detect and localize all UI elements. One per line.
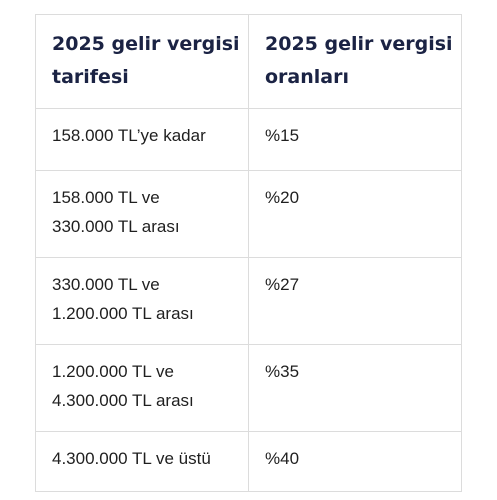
income-range-line1: 330.000 TL ve — [52, 275, 160, 294]
income-range-line1: 1.200.000 TL ve — [52, 362, 174, 381]
income-range-line1: 158.000 TL’ye kadar — [52, 126, 206, 145]
header-tariff-line2: tarifesi — [52, 66, 129, 88]
income-tax-table: 2025 gelir vergisi tarifesi 2025 gelir v… — [35, 14, 462, 492]
header-row: 2025 gelir vergisi tarifesi 2025 gelir v… — [35, 14, 462, 109]
income-range-line1: 4.300.000 TL ve üstü — [52, 449, 211, 468]
income-range-line2: 1.200.000 TL arası — [52, 304, 194, 323]
table-header: 2025 gelir vergisi tarifesi 2025 gelir v… — [35, 14, 462, 109]
income-range-line2: 4.300.000 TL arası — [52, 391, 194, 410]
tax-rate-cell: %40 — [248, 431, 462, 492]
header-rates-line2: oranları — [265, 66, 349, 88]
table-body: 158.000 TL’ye kadar %15 158.000 TL ve 33… — [35, 108, 462, 492]
tax-rate-cell: %15 — [248, 108, 462, 171]
income-range-cell: 330.000 TL ve 1.200.000 TL arası — [35, 257, 249, 345]
table-row: 158.000 TL’ye kadar %15 — [35, 108, 462, 171]
tax-rate-cell: %35 — [248, 344, 462, 432]
income-range-cell: 4.300.000 TL ve üstü — [35, 431, 249, 492]
header-tariff: 2025 gelir vergisi tarifesi — [35, 14, 249, 109]
header-tariff-line1: 2025 gelir vergisi — [52, 33, 240, 55]
table-row: 330.000 TL ve 1.200.000 TL arası %27 — [35, 257, 462, 345]
table-row: 158.000 TL ve 330.000 TL arası %20 — [35, 170, 462, 258]
table-row: 4.300.000 TL ve üstü %40 — [35, 431, 462, 492]
tax-rate-cell: %20 — [248, 170, 462, 258]
tax-rate-cell: %27 — [248, 257, 462, 345]
income-range-line1: 158.000 TL ve — [52, 188, 160, 207]
income-range-cell: 1.200.000 TL ve 4.300.000 TL arası — [35, 344, 249, 432]
header-rates-line1: 2025 gelir vergisi — [265, 33, 453, 55]
table-row: 1.200.000 TL ve 4.300.000 TL arası %35 — [35, 344, 462, 432]
income-range-line2: 330.000 TL arası — [52, 217, 180, 236]
header-rates: 2025 gelir vergisi oranları — [248, 14, 462, 109]
income-range-cell: 158.000 TL ve 330.000 TL arası — [35, 170, 249, 258]
tax-table-container: 2025 gelir vergisi tarifesi 2025 gelir v… — [35, 14, 462, 492]
income-range-cell: 158.000 TL’ye kadar — [35, 108, 249, 171]
